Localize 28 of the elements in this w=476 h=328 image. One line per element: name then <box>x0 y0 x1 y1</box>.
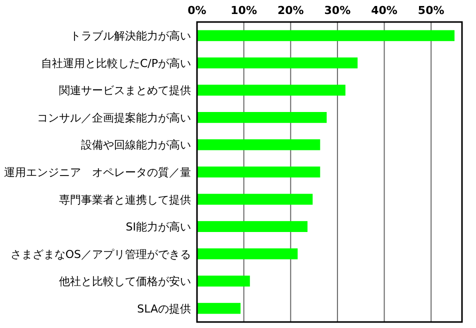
x-tick-label: 10% <box>230 4 257 17</box>
x-tick-label: 20% <box>277 4 304 17</box>
bar <box>197 84 346 96</box>
bar <box>197 112 327 123</box>
y-tick-label: 専門事業者と連携して提供 <box>59 193 191 206</box>
bar <box>197 302 241 314</box>
y-tick-label: さまざまなOS／アプリ管理ができる <box>10 248 191 261</box>
y-tick-label: 運用エンジニア オペレータの質／量 <box>4 166 191 179</box>
x-tick-label: 30% <box>324 4 351 17</box>
bar <box>197 221 308 232</box>
bar <box>197 276 250 287</box>
y-tick-label: コンサル／企画提案能力が高い <box>37 111 191 124</box>
bar <box>197 166 320 178</box>
bar <box>197 139 320 150</box>
y-tick-label: 設備や回線能力が高い <box>81 138 191 152</box>
y-tick-label: トラブル解決能力が高い <box>70 30 191 43</box>
y-tick-label: 自社運用と比較したC/Pが高い <box>40 56 191 70</box>
bar <box>197 57 358 68</box>
y-tick-label: 関連サービスまとめて提供 <box>59 84 191 98</box>
x-tick-label: 50% <box>418 4 444 17</box>
bar <box>197 30 455 42</box>
y-tick-label: SLAの提供 <box>137 302 191 316</box>
x-tick-label: 0% <box>188 4 206 17</box>
bar <box>197 194 313 205</box>
y-tick-label: SI能力が高い <box>126 220 191 234</box>
y-tick-label: 他社と比較して価格が安い <box>59 275 191 288</box>
bar <box>197 248 298 260</box>
x-tick-label: 40% <box>371 4 398 17</box>
